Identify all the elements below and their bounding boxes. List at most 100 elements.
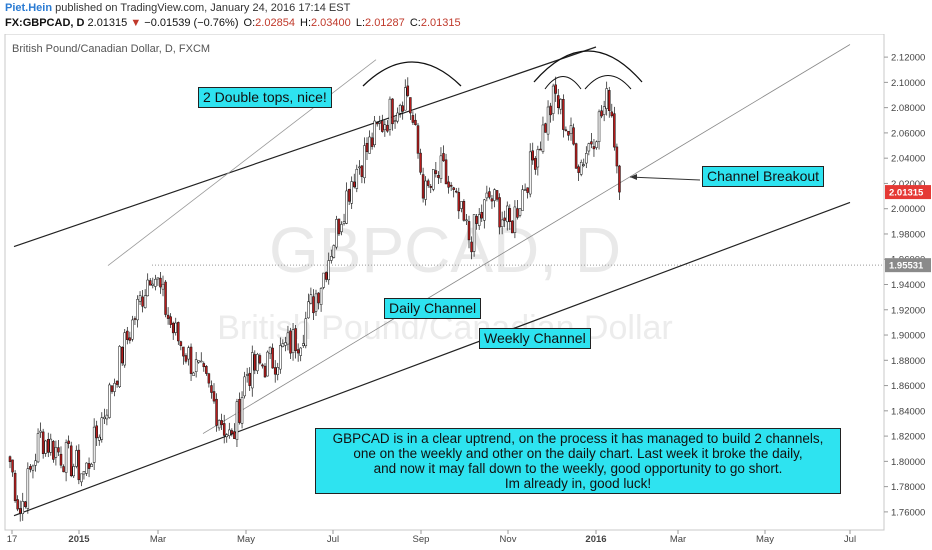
candle-body xyxy=(286,332,290,345)
candle-body xyxy=(263,365,267,378)
candle-body xyxy=(296,349,300,354)
candle-body xyxy=(406,85,410,96)
candle-body xyxy=(34,460,37,466)
x-tick-label: Sep xyxy=(413,534,430,545)
analysis-note: GBPCAD is in a clear uptrend, on the pro… xyxy=(315,428,841,494)
candle-body xyxy=(210,385,213,393)
candle-body xyxy=(562,99,565,130)
candle-body xyxy=(567,130,570,136)
y-tick-label: 2.06000 xyxy=(891,128,925,139)
candle-body xyxy=(261,364,264,367)
candle-body xyxy=(240,397,244,424)
candle-body xyxy=(347,189,351,202)
candle-body xyxy=(87,463,91,469)
candle-body xyxy=(523,189,527,191)
candle-body xyxy=(251,352,254,389)
candle-body xyxy=(554,84,557,94)
candle-body xyxy=(345,190,348,224)
candle-body xyxy=(518,208,522,216)
candle-body xyxy=(166,314,170,319)
candle-body xyxy=(375,122,379,125)
candle-body xyxy=(574,143,578,169)
candle-body xyxy=(551,85,555,114)
candle-body xyxy=(365,142,369,153)
y-tick-label: 1.80000 xyxy=(891,457,925,468)
candle-body xyxy=(424,180,427,200)
candle-body xyxy=(332,245,336,258)
candle-body xyxy=(526,187,529,193)
candle-body xyxy=(59,453,63,466)
watermark-symbol: GBPCAD, D xyxy=(269,214,621,286)
candle-body xyxy=(108,384,111,418)
candle-body xyxy=(483,199,486,221)
candle-body xyxy=(54,447,58,458)
candle-body xyxy=(383,124,387,131)
candle-body xyxy=(115,380,119,385)
candle-body xyxy=(75,450,78,467)
x-tick-label: 2015 xyxy=(68,534,90,545)
candle-body xyxy=(212,391,216,402)
candle-body xyxy=(57,447,60,453)
candle-body xyxy=(314,293,318,312)
breakout-arrowhead xyxy=(630,174,637,180)
candle-body xyxy=(271,347,274,369)
candle-body xyxy=(138,295,142,302)
low-value: 2.01287 xyxy=(365,17,405,29)
note-line: Im already in, good luck! xyxy=(504,476,652,491)
candle-body xyxy=(569,125,573,134)
candle-body xyxy=(13,472,17,501)
trendline xyxy=(13,46,597,248)
x-tick-label: Mar xyxy=(670,534,686,545)
author-link[interactable]: Piet.Hein xyxy=(5,2,53,14)
candle-body xyxy=(363,145,366,179)
candle-body xyxy=(136,299,139,321)
publish-line: Piet.Hein published on TradingView.com, … xyxy=(5,2,350,14)
candle-body xyxy=(279,345,282,370)
x-tick-label: 2016 xyxy=(585,534,606,545)
x-tick-label: May xyxy=(756,534,774,545)
candle-body xyxy=(324,272,328,280)
candle-body xyxy=(123,332,126,366)
candle-body xyxy=(335,219,338,248)
candle-body xyxy=(304,318,308,347)
double-top-arc xyxy=(584,75,632,90)
candle-body xyxy=(36,433,40,463)
candle-body xyxy=(434,170,438,174)
candle-body xyxy=(319,288,323,305)
candle-body xyxy=(516,208,519,218)
candle-body xyxy=(62,466,65,473)
y-tick-label: 1.86000 xyxy=(891,381,925,392)
candle-body xyxy=(467,221,471,241)
candle-body xyxy=(294,328,297,351)
published-text: published on TradingView.com, January 24… xyxy=(55,2,351,14)
candle-body xyxy=(80,473,83,483)
candle-body xyxy=(500,219,504,227)
price-label: 1.95531 xyxy=(889,261,924,272)
x-tick-label: Jul xyxy=(844,534,856,545)
candle-body xyxy=(615,146,619,167)
candle-body xyxy=(312,296,315,314)
candle-body xyxy=(133,318,137,320)
candle-body xyxy=(230,430,234,434)
x-tick-label: Nov xyxy=(500,534,517,545)
candle-body xyxy=(340,224,343,232)
candle-body xyxy=(202,363,206,368)
open-value: 2.02854 xyxy=(255,17,295,29)
candle-body xyxy=(564,129,568,132)
candle-body xyxy=(350,181,353,204)
candle-body xyxy=(174,322,177,333)
candle-body xyxy=(67,440,70,444)
candle-body xyxy=(197,360,200,363)
candle-body xyxy=(531,150,534,161)
candle-body xyxy=(490,198,494,202)
y-tick-label: 1.98000 xyxy=(891,229,925,240)
candle-body xyxy=(243,376,246,397)
candle-body xyxy=(462,201,466,221)
candle-body xyxy=(360,165,364,177)
candle-body xyxy=(105,414,109,420)
daily-channel-label: Daily Channel xyxy=(384,298,482,319)
candle-body xyxy=(460,201,463,209)
y-tick-label: 2.10000 xyxy=(891,78,925,89)
candle-body xyxy=(207,373,211,384)
candle-body xyxy=(592,146,596,150)
